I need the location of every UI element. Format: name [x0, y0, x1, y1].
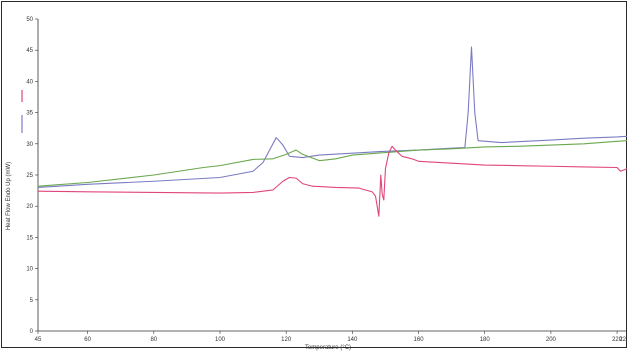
y-tick-label: 20 [26, 204, 33, 210]
x-tick-label: 60 [84, 337, 91, 343]
y-tick-label: 40 [26, 79, 33, 85]
x-tick-label: 80 [150, 337, 157, 343]
series-layer [37, 46, 628, 217]
series-line-3 [37, 145, 628, 217]
y-tick-label: 25 [26, 173, 33, 179]
y-tick-label: 30 [26, 142, 33, 148]
y-tick-label: 15 [26, 235, 33, 241]
x-axis-title: Temperature (°C) [305, 345, 351, 351]
axes: 0 5 10 15 20 25 30 35 40 45 50 45 60 80 100 120 140 160 18… [26, 17, 627, 343]
x-tick-label: 160 [414, 337, 425, 343]
series-line-1 [37, 46, 628, 189]
x-tick-label: 220 [612, 337, 623, 343]
x-edge-tick-label: 22 [619, 337, 626, 343]
x-tick-label: 45 [35, 337, 42, 343]
x-tick-label: 180 [480, 337, 491, 343]
series-line-2 [37, 140, 628, 187]
y-axis-title: Heat Flow Endo Up (mW) [6, 162, 12, 230]
y-tick-label: 5 [30, 298, 34, 304]
x-tick-label: 200 [546, 337, 557, 343]
y-tick-label: 50 [26, 17, 33, 23]
x-tick-label: 100 [215, 337, 226, 343]
y-tick-label: 10 [26, 267, 33, 273]
y-tick-label: 45 [26, 48, 33, 54]
x-tick-label: 140 [347, 337, 358, 343]
y-tick-label: 35 [26, 111, 33, 117]
y-tick-label: 0 [30, 329, 34, 335]
x-tick-label: 120 [281, 337, 292, 343]
